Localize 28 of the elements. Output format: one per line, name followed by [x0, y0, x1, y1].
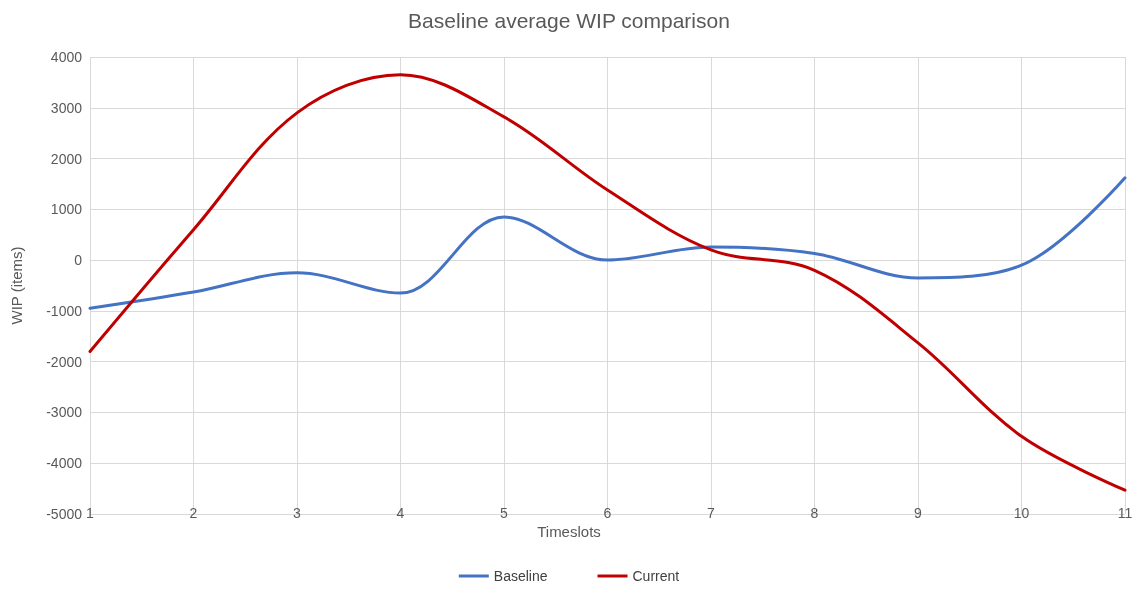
y-tick-label: 1000 [50, 201, 83, 218]
legend-label: Current [632, 568, 680, 584]
y-tick-label: -5000 [46, 506, 83, 522]
x-tick-label: 9 [914, 505, 923, 521]
x-tick-label: 3 [293, 505, 302, 521]
chart-title: Baseline average WIP comparison [408, 9, 730, 32]
x-axis-title: Timeslots [537, 523, 601, 540]
y-tick-label: 0 [74, 252, 83, 269]
y-tick-label: -4000 [46, 455, 83, 472]
y-tick-label: -1000 [46, 302, 83, 319]
y-tick-label: 4000 [50, 49, 83, 65]
line-series [88, 176, 1127, 310]
x-tick-label: 7 [707, 505, 716, 521]
y-tick-label: 2000 [50, 150, 83, 167]
y-tick-label: 3000 [50, 99, 83, 116]
x-tick-label: 1 [86, 505, 95, 521]
x-tick-label: 2 [189, 505, 198, 521]
x-tick-label: 10 [1013, 505, 1030, 521]
line-series [88, 73, 1127, 492]
y-tick-label: -3000 [46, 404, 83, 421]
x-tick-label: 6 [603, 505, 612, 521]
x-tick-label: 8 [810, 505, 819, 521]
y-tick-label: -2000 [46, 353, 83, 370]
x-tick-label: 11 [1117, 505, 1133, 521]
legend-label: Baseline [493, 568, 548, 584]
y-axis-title: WIP (items) [8, 246, 25, 325]
x-tick-label: 5 [500, 505, 509, 521]
x-tick-label: 4 [396, 505, 405, 521]
